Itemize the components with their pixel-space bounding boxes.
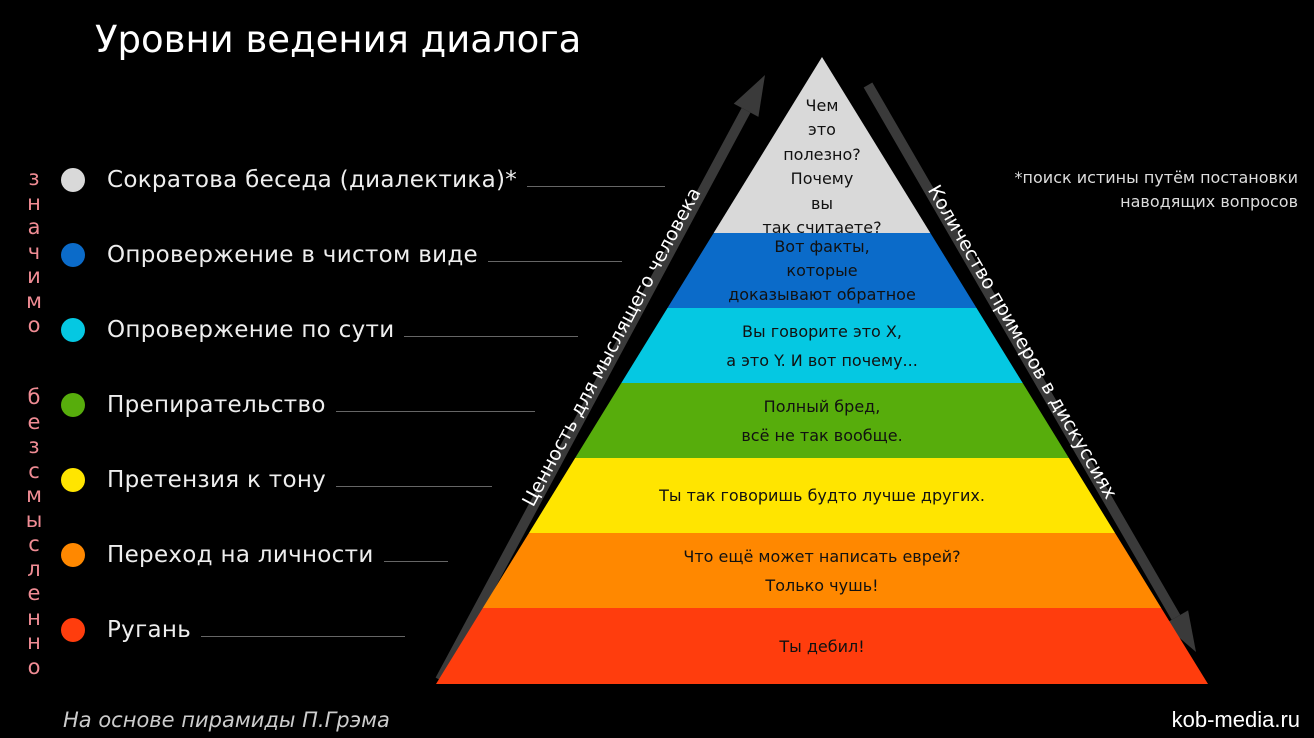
level-label: Претензия к тону bbox=[107, 467, 327, 493]
connector-line bbox=[487, 260, 622, 262]
level-label: Опровержение по сути bbox=[107, 317, 395, 343]
connector-line bbox=[335, 410, 535, 412]
pyramid-band bbox=[713, 57, 931, 233]
band-text-line: всё не так вообще. bbox=[741, 425, 903, 445]
band-text-line: Почему bbox=[790, 169, 854, 188]
band-text-line: Что ещё может написать еврей? bbox=[683, 546, 961, 566]
band-text-line: Чем bbox=[805, 95, 839, 115]
level-dot bbox=[61, 543, 85, 567]
band-text-line: так считаете? bbox=[762, 218, 882, 237]
band-text-line: которые bbox=[786, 260, 858, 280]
band-text: Чем это полезно? Почему вы так считаете? bbox=[762, 94, 881, 241]
pyramid-band bbox=[528, 458, 1116, 533]
connector-line bbox=[201, 635, 405, 637]
level-label: Сократова беседа (диалектика)* bbox=[107, 167, 518, 193]
site-watermark: kob-media.ru bbox=[1171, 707, 1300, 732]
legend-item: Препирательство bbox=[60, 390, 535, 420]
level-label: Переход на личности bbox=[107, 542, 374, 568]
pyramid-band bbox=[482, 533, 1162, 608]
page-title: Уровни ведения диалога bbox=[95, 18, 582, 61]
level-dot bbox=[61, 168, 85, 192]
band-text: Вот факты, которые доказывают обратное bbox=[728, 235, 916, 307]
connector-line bbox=[336, 485, 492, 487]
legend-item: Переход на личности bbox=[60, 540, 448, 570]
band-text-line: это bbox=[808, 120, 836, 139]
footnote-line: наводящих вопросов bbox=[1120, 192, 1298, 211]
pyramid-band bbox=[667, 233, 977, 308]
side-label-meaningful: значимо bbox=[26, 166, 42, 337]
level-dot bbox=[61, 318, 85, 342]
source-credit: На основе пирамиды П.Грэма bbox=[63, 708, 390, 732]
footnote-line: *поиск истины путём постановки bbox=[1014, 168, 1298, 187]
examples-arrow bbox=[863, 82, 1196, 652]
connector-line bbox=[383, 560, 448, 562]
level-label: Препирательство bbox=[107, 392, 326, 418]
band-text-line: Ты так говоришь будто лучше других. bbox=[659, 486, 985, 505]
band-text: Ты дебил! bbox=[779, 632, 864, 661]
footnote: *поиск истины путём постановки наводящих… bbox=[1015, 166, 1298, 214]
band-text: Вы говорите это X, а это Y. И вот почему.… bbox=[726, 317, 918, 375]
band-text-line: доказывают обратное bbox=[728, 284, 916, 304]
band-text: Ты так говоришь будто лучше других. bbox=[659, 481, 985, 510]
level-dot bbox=[61, 393, 85, 417]
band-text-line: а это Y. И вот почему... bbox=[726, 350, 918, 370]
band-text-line: вы bbox=[810, 193, 834, 213]
band-text: Что ещё может написать еврей? Только чушь… bbox=[683, 542, 960, 600]
pyramid-band bbox=[621, 308, 1023, 383]
connector-line bbox=[527, 185, 665, 187]
pyramid-band bbox=[575, 383, 1069, 458]
legend-item: Претензия к тону bbox=[60, 465, 492, 495]
legend-item: Опровержение в чистом виде bbox=[60, 240, 622, 270]
band-text-line: Вот факты, bbox=[774, 236, 870, 256]
legend-item: Сократова беседа (диалектика)* bbox=[60, 165, 665, 195]
level-label: Опровержение в чистом виде bbox=[107, 242, 478, 268]
value-arrow bbox=[435, 75, 765, 683]
legend-item: Опровержение по сути bbox=[60, 315, 578, 345]
level-dot bbox=[61, 618, 85, 642]
band-text-line: полезно? bbox=[783, 144, 861, 164]
band-text-line: Ты дебил! bbox=[779, 636, 865, 656]
side-label-meaningless: безсмысленно bbox=[25, 385, 43, 679]
band-text-line: Полный бред, bbox=[763, 396, 881, 416]
band-text: Полный бред, всё не так вообще. bbox=[741, 392, 902, 450]
level-label: Ругань bbox=[107, 617, 192, 643]
connector-line bbox=[404, 335, 578, 337]
band-text-line: Вы говорите это X, bbox=[742, 321, 902, 341]
legend-item: Ругань bbox=[60, 615, 405, 645]
level-dot bbox=[61, 468, 85, 492]
pyramid-band bbox=[436, 608, 1208, 684]
level-dot bbox=[61, 243, 85, 267]
band-text-line: Только чушь! bbox=[765, 575, 879, 595]
